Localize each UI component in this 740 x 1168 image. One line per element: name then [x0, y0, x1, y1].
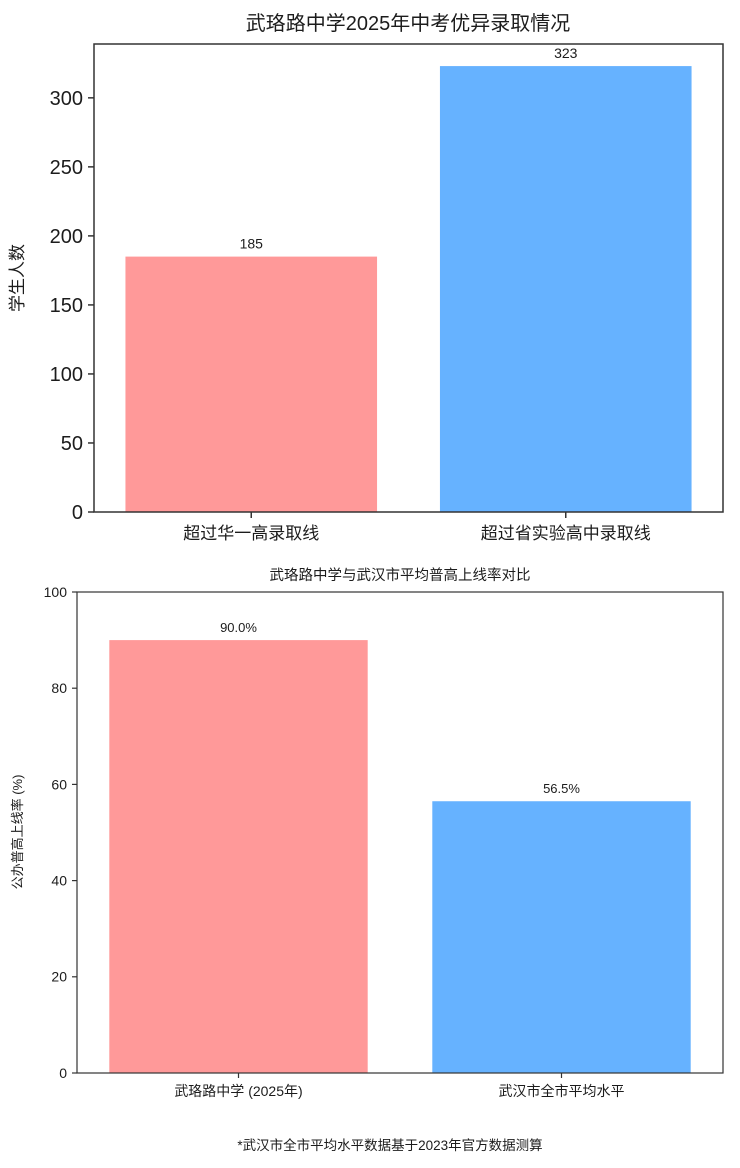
- y-tick-label: 60: [51, 776, 67, 792]
- y-tick-label: 200: [50, 226, 83, 248]
- y-tick-label: 0: [59, 1065, 67, 1081]
- x-tick-label: 超过省实验高中录取线: [481, 524, 651, 543]
- bar-value-label: 185: [240, 236, 264, 252]
- bar: [109, 640, 368, 1073]
- chart-title: 武珞路中学与武汉市平均普高上线率对比: [270, 567, 531, 584]
- plot-area: 武珞路中学 (2025年) 90.0% 武汉市全市平均水平 56.5% 0 20 40 60 8…: [44, 584, 724, 1099]
- y-tick-label: 50: [61, 433, 83, 455]
- y-tick-label: 0: [72, 502, 83, 524]
- y-axis-label: 学生人数: [8, 244, 27, 312]
- y-tick-label: 80: [51, 680, 67, 696]
- y-tick-label: 250: [50, 157, 83, 179]
- bar-value-label: 56.5%: [543, 781, 580, 796]
- plot-frame: [93, 43, 724, 513]
- chart-title: 武珞路中学2025年中考优异录取情况: [246, 12, 571, 35]
- enrollment-bar-chart: 武珞路中学2025年中考优异录取情况 学生人数 超过华一高录取线 185 超过省实验…: [8, 12, 724, 543]
- y-tick-label: 100: [50, 364, 83, 386]
- bar: [125, 256, 378, 512]
- bar: [432, 801, 691, 1073]
- plot-area: 超过华一高录取线 185 超过省实验高中录取线 323 0 50 100 150 200 250 3…: [50, 43, 724, 543]
- rate-comparison-bar-chart: 武珞路中学与武汉市平均普高上线率对比 公办普高上线率 (%) 武珞路中学 (20…: [10, 567, 724, 1099]
- x-tick-label: 超过华一高录取线: [183, 524, 319, 543]
- x-tick-label: 武汉市全市平均水平: [499, 1083, 625, 1099]
- y-tick-label: 20: [51, 969, 67, 985]
- plot-frame: [76, 591, 724, 1074]
- x-tick-label: 武珞路中学 (2025年): [174, 1083, 302, 1099]
- y-tick-label: 100: [44, 584, 68, 600]
- y-tick-label: 300: [50, 88, 83, 110]
- bar-value-label: 90.0%: [220, 620, 257, 635]
- y-axis-label: 公办普高上线率 (%): [10, 775, 25, 890]
- y-tick-label: 40: [51, 873, 67, 889]
- y-tick-label: 150: [50, 295, 83, 317]
- bar-value-label: 323: [554, 45, 578, 61]
- footnote: *武汉市全市平均水平数据基于2023年官方数据测算: [237, 1137, 542, 1153]
- bar: [439, 66, 692, 512]
